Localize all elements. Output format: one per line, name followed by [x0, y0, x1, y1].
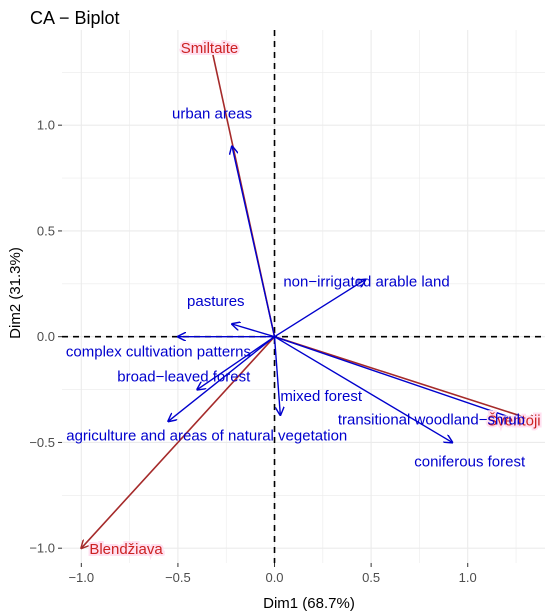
row-label-non-irrigated-arable-land: non−irrigated arable land [283, 274, 449, 291]
x-tick-label-2: 0.0 [265, 570, 283, 585]
row-arrow-transitional-woodland-shrub [274, 336, 522, 422]
row-arrow-agriculture-and-areas-of-natural-vegetation [168, 336, 275, 422]
reference-lines [62, 30, 545, 563]
y-tick-label-2: 0.0 [37, 329, 55, 344]
x-axis-title: Dim1 (68.7%) [263, 595, 355, 612]
row-label-agriculture-and-areas-of-natural-vegetation: agriculture and areas of natural vegetat… [66, 427, 347, 444]
y-tick-label-3: 0.5 [37, 223, 55, 238]
x-tick-label-3: 0.5 [362, 570, 380, 585]
x-tick-label-1: −0.5 [165, 570, 191, 585]
column-label-sventoji: Šventoji [487, 412, 540, 429]
column-label-smiltaite: Smiltaite [181, 40, 239, 57]
row-label-urban-areas: urban areas [172, 105, 252, 122]
row-label-coniferous-forest: coniferous forest [414, 453, 526, 470]
row-arrow-pastures [232, 324, 275, 338]
y-tick-label-1: −0.5 [29, 435, 55, 450]
row-arrow-urban-areas [232, 146, 276, 337]
column-arrow-sventoji [274, 335, 538, 422]
axis-layer: −1.0 −0.5 0.0 0.5 1.0 −1.0 −0.5 0.0 0.5 1.0 [29, 118, 476, 585]
x-tick-label-4: 1.0 [459, 570, 477, 585]
row-label-transitional-woodland-shrub: transitional woodland−shrub [338, 411, 525, 428]
row-arrow-coniferous-forest [274, 336, 453, 443]
row-label-broad-leaved-forest: broad−leaved forest [117, 369, 251, 386]
chart-title: CA − Biplot [30, 8, 120, 28]
x-tick-label-0: −1.0 [68, 570, 94, 585]
row-label-complex-cultivation-patterns: complex cultivation patterns [66, 344, 251, 361]
arrow-layer [81, 45, 537, 548]
row-arrow-mixed-forest [273, 336, 281, 415]
row-arrow-non-irrigated-arable-land [274, 280, 366, 338]
grid-layer [62, 30, 545, 563]
row-label-pastures: pastures [187, 293, 245, 310]
y-tick-label-0: −1.0 [29, 541, 55, 556]
label-layer: Smiltaite Šventoji Blendžiava urban areas no… [66, 38, 543, 560]
y-axis-title: Dim2 (31.3%) [7, 247, 24, 339]
column-label-blendziava: Blendžiava [89, 541, 163, 558]
y-tick-label-4: 1.0 [37, 118, 55, 133]
row-label-mixed-forest: mixed forest [280, 388, 363, 405]
column-arrow-blendziava [81, 336, 276, 549]
row-arrow-broad-leaved-forest [197, 336, 275, 390]
